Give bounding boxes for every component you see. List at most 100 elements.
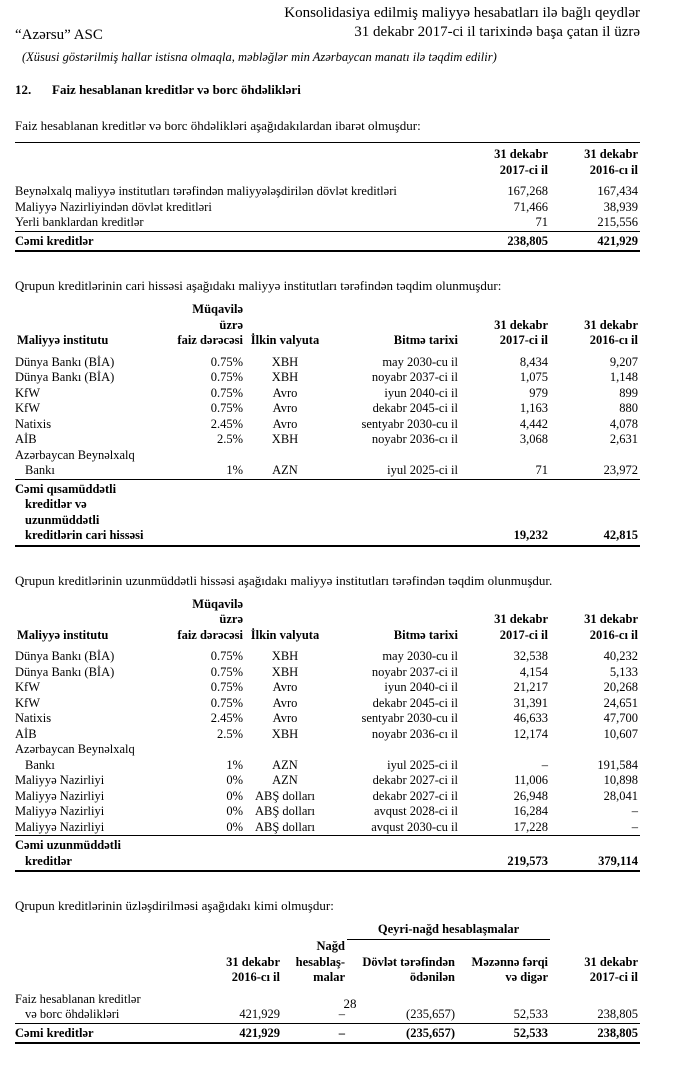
cell: XBH [271, 432, 299, 446]
table-row: AİB 2.5% XBH noyabr 2036-cı il 3,068 2,631 [15, 432, 640, 448]
cell: AZN [272, 773, 298, 787]
cell: 26,948 [513, 788, 548, 803]
column-header: İlkin valyuta [250, 627, 320, 642]
cell: 215,556 [597, 215, 638, 229]
cell: 40,232 [603, 649, 638, 663]
column-header: 31 dekabr 2017-ci il [460, 142, 550, 184]
table-row: Dünya Bankı (BİA) 0.75% XBH noyabr 2037-ci … [15, 370, 640, 386]
cell: 71 [535, 215, 549, 229]
cell: 5,133 [609, 664, 638, 679]
page-header: “Azərsu” ASC Konsolidasiya edilmiş maliy… [15, 4, 640, 44]
cell: noyabr 2037-ci il [371, 664, 458, 679]
column-header: 31 dekabr 2016-cı il [226, 954, 280, 985]
column-header: 31 dekabr 2016-cı il [584, 317, 638, 348]
table-row: KfW 0.75% Avro iyun 2040-ci il 979 899 [15, 386, 640, 402]
cell: AZN [272, 757, 298, 772]
table-row: Maliyyə Nazirliyi 0% AZN dekabr 2027-ci il 1… [15, 773, 640, 789]
cell: ABŞ dolları [254, 788, 316, 803]
cell: 16,284 [513, 804, 548, 818]
cell: 31,391 [513, 695, 548, 710]
cell: 2.5% [216, 432, 243, 446]
cell [245, 835, 325, 872]
table: 31 dekabr 2017-ci il 31 dekabr 2016-cı il… [15, 142, 640, 252]
group-header: Qeyri-nağd hesablaşmalar [347, 922, 551, 940]
column-header: Maliyyə institutu [17, 333, 109, 347]
cell: – [541, 757, 548, 772]
table: Maliyyə institutu Müqavilə üzrə faiz dərə… [15, 302, 640, 547]
cell: noyabr 2036-cı il [371, 432, 458, 446]
row-label: Maliyyə Nazirliyi [15, 804, 105, 818]
column-header: 31 dekabr 2017-ci il [584, 954, 639, 985]
cell: 0% [226, 773, 243, 787]
row-label: Natixis [15, 711, 52, 725]
cell: 219,573 [460, 835, 550, 872]
header-titles: Konsolidasiya edilmiş maliyyə hesabatlar… [284, 4, 640, 42]
cell: 19,232 [460, 478, 550, 547]
cell: iyul 2025-ci il [387, 757, 458, 772]
cell: Avro [272, 680, 298, 694]
note: (Xüsusi göstərilmiş hallar istisna olmaq… [22, 50, 497, 64]
cell: Avro [272, 711, 298, 725]
cell: – [631, 804, 638, 818]
cell: 0.75% [210, 695, 243, 710]
cell: 1% [226, 463, 243, 477]
row-label: Maliyyə Nazirliyindən dövlət kreditləri [15, 199, 212, 214]
cell: 0% [226, 788, 243, 803]
cell: 71 [535, 463, 549, 477]
cell: 10,607 [603, 726, 638, 741]
row-label: Dünya Bankı (BİA) [15, 370, 115, 384]
cell: 191,584 [597, 757, 638, 772]
cell: 2.5% [216, 726, 243, 741]
cell: noyabr 2037-ci il [371, 370, 458, 384]
table-row: Azərbaycan Beynəlxalq Bankı 1% AZN iyul 202… [15, 448, 640, 480]
row-label: Beynəlxalq maliyyə institutları tərəfind… [15, 184, 397, 198]
cell: – [282, 1022, 347, 1044]
cell: 10,898 [603, 773, 638, 787]
cell: XBH [271, 354, 299, 369]
row-label: Azərbaycan Beynəlxalq Bankı [15, 447, 135, 478]
spacer [550, 922, 640, 939]
cell: avqust 2030-cu il [371, 819, 458, 834]
content: 12. Faiz hesablanan kreditlər və borc öhd… [15, 82, 641, 1070]
cell [325, 835, 460, 872]
row-label: AİB [15, 432, 37, 446]
header-title: Konsolidasiya edilmiş maliyyə hesabatlar… [284, 5, 640, 21]
cell: 167,268 [507, 184, 548, 198]
row-label: Maliyyə Nazirliyi [15, 819, 105, 834]
table-row: Maliyyə Nazirliyi 0% ABŞ dolları avqust 202… [15, 804, 640, 820]
total-row: Cəmi kreditlər 238,805 421,929 [15, 230, 640, 252]
cell: 42,815 [550, 478, 640, 547]
cell: iyun 2040-ci il [384, 680, 458, 694]
row-label: Maliyyə Nazirliyi [15, 788, 105, 803]
cell: 1,148 [609, 370, 638, 384]
cell: 880 [619, 401, 638, 415]
column-header: İlkin valyuta [250, 333, 320, 347]
row-label: Natixis [15, 416, 52, 431]
cell: 1% [226, 757, 243, 772]
cell: 421,929 [550, 230, 640, 252]
cell: sentyabr 2030-cu il [361, 711, 458, 725]
column-header: Müqavilə üzrə faiz dərəcəsi [177, 302, 243, 347]
table-row: KfW 0.75% Avro dekabr 2045-ci il 1,163 880 [15, 401, 640, 417]
table-row: Natixis 2.45% Avro sentyabr 2030-cu il 4,442… [15, 417, 640, 433]
column-header: Maliyyə institutu [17, 627, 109, 642]
column-header: Müqavilə üzrə faiz dərəcəsi [177, 596, 243, 642]
cell: 11,006 [514, 773, 548, 787]
table-row: KfW 0.75% Avro iyun 2040-ci il 21,217 20,268 [15, 680, 640, 696]
row-label: Cəmi uzunmüddətli kreditlər [15, 835, 165, 872]
table-row: AİB 2.5% XBH noyabr 2036-cı il 12,174 10,607 [15, 727, 640, 743]
cell: dekabr 2027-ci il [372, 773, 458, 787]
cell: 4,078 [609, 416, 638, 431]
cell: – [631, 819, 638, 834]
row-label: Yerli banklardan kreditlər [15, 215, 144, 229]
cell: 979 [529, 385, 548, 400]
column-header: Dövlət tərəfindən ödənilən [362, 954, 455, 985]
cell: 17,228 [513, 819, 548, 834]
cell: Avro [272, 695, 298, 710]
row-label: Maliyyə Nazirliyi [15, 773, 105, 787]
column-header: Bitmə tarixi [393, 333, 458, 347]
cell: 1,163 [519, 401, 548, 415]
table-row: KfW 0.75% Avro dekabr 2045-ci il 31,391 24,65… [15, 696, 640, 712]
cell [325, 478, 460, 547]
table-row: Dünya Bankı (BİA) 0.75% XBH may 2030-cu il 8… [15, 355, 640, 371]
